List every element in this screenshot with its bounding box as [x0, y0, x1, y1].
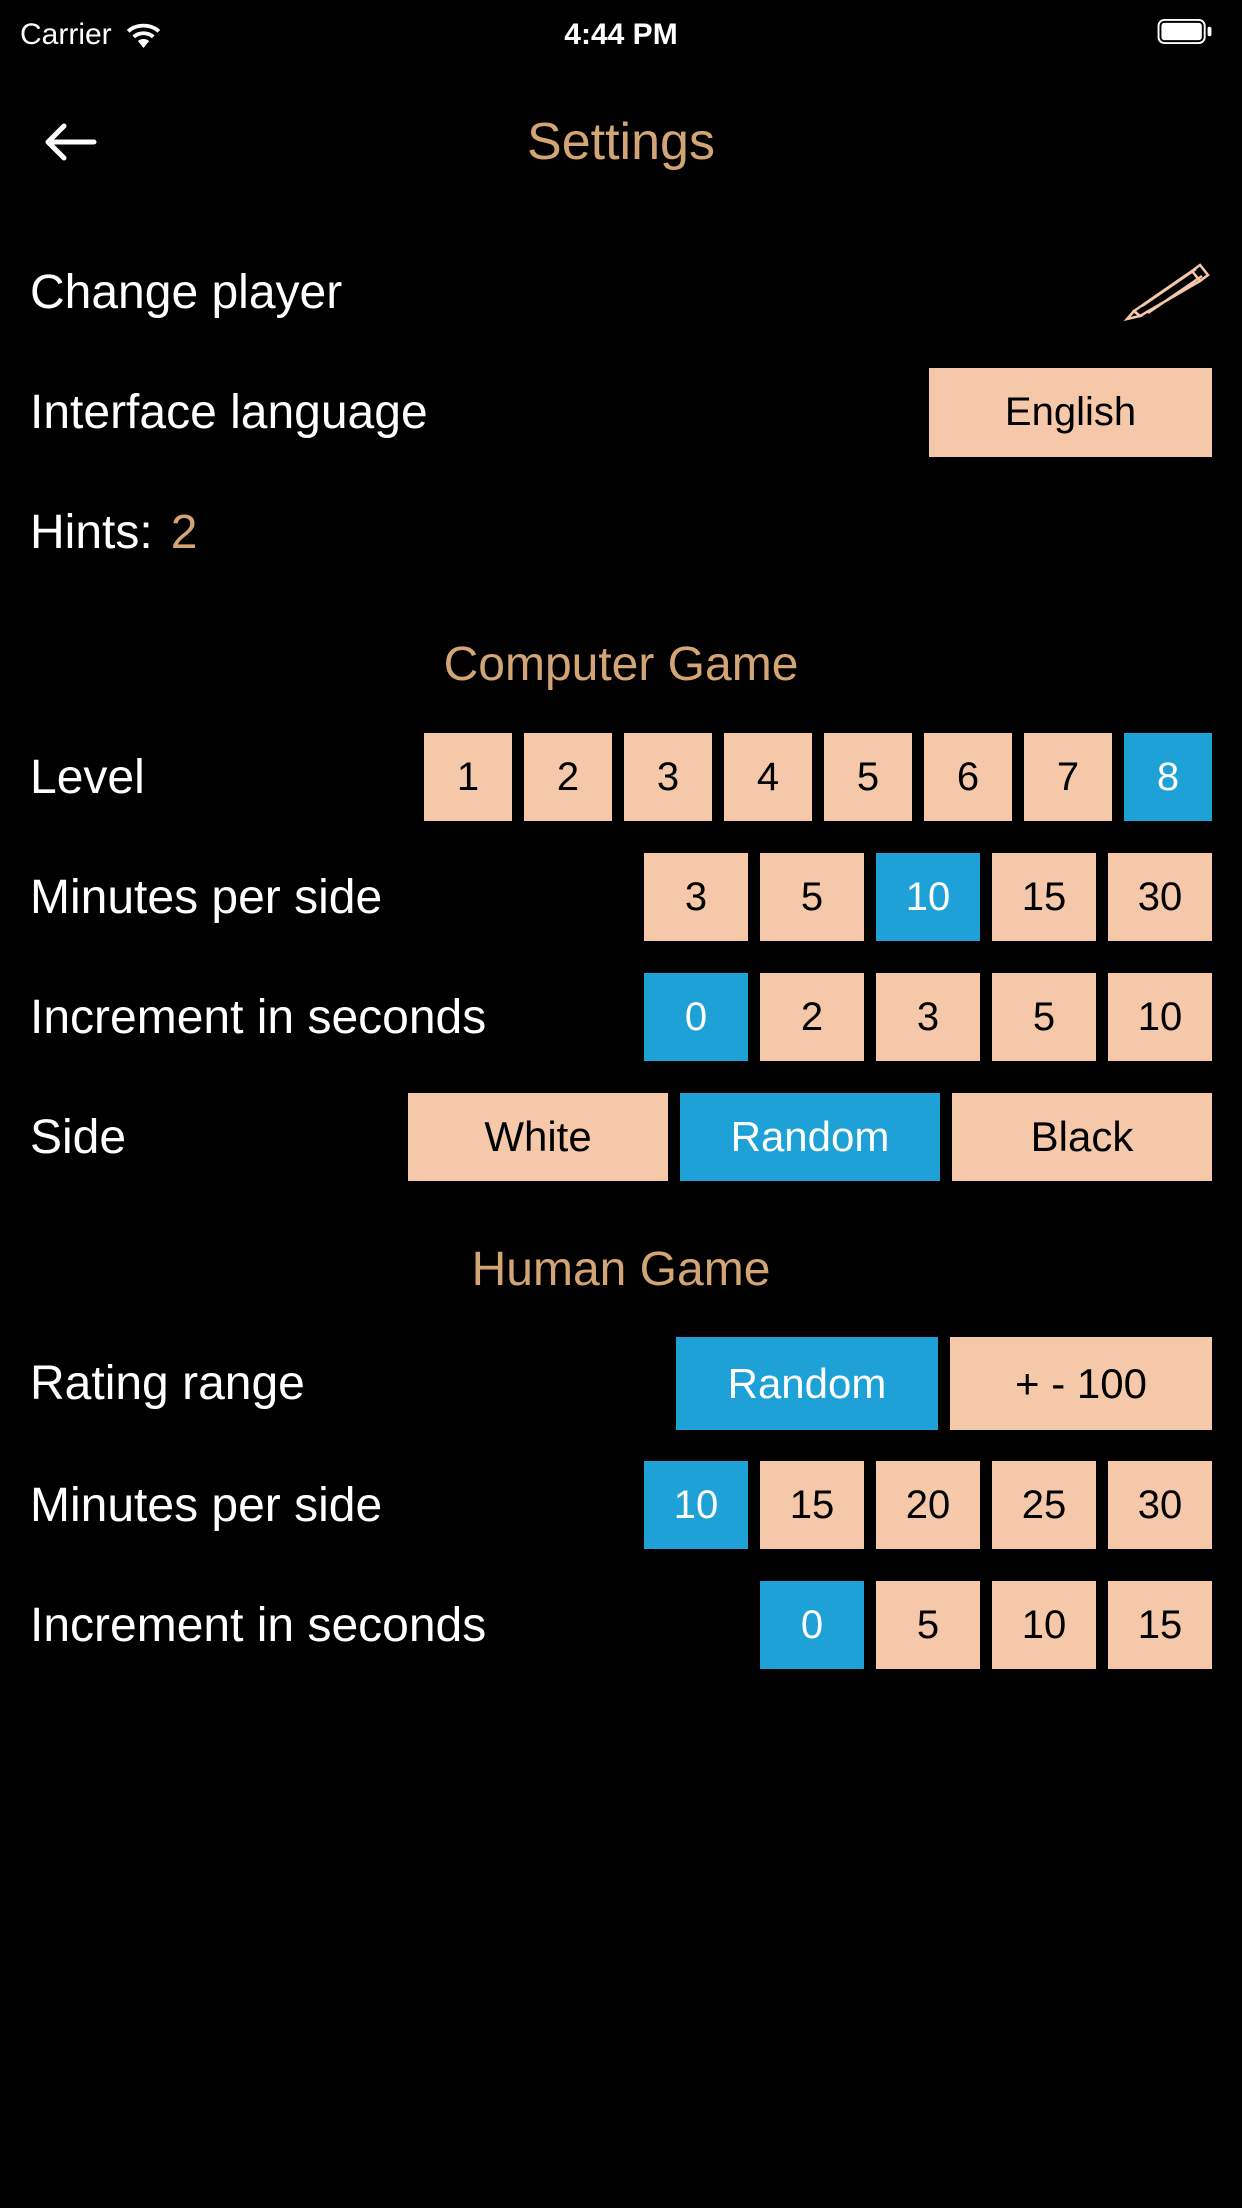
cg-minutes-option-15[interactable]: 15: [992, 853, 1096, 941]
hg-minutes-option-10[interactable]: 10: [644, 1461, 748, 1549]
level-option-4[interactable]: 4: [724, 733, 812, 821]
hg-minutes-option-15[interactable]: 15: [760, 1461, 864, 1549]
back-button[interactable]: [40, 112, 100, 172]
language-label: Interface language: [30, 385, 428, 440]
side-button-group: WhiteRandomBlack: [408, 1093, 1212, 1181]
level-option-7[interactable]: 7: [1024, 733, 1112, 821]
wifi-icon: [126, 23, 161, 48]
status-time: 4:44 PM: [564, 18, 677, 52]
status-left: Carrier: [20, 18, 161, 52]
rating-range-button-group: Random+ - 100: [676, 1337, 1212, 1430]
language-button[interactable]: English: [929, 368, 1212, 457]
side-option-random[interactable]: Random: [680, 1093, 940, 1181]
rating-range-label: Rating range: [30, 1356, 305, 1411]
hg-increment-option-15[interactable]: 15: [1108, 1581, 1212, 1669]
level-option-5[interactable]: 5: [824, 733, 912, 821]
status-bar: Carrier 4:44 PM: [0, 0, 1242, 62]
computer-game-title: Computer Game: [30, 592, 1212, 717]
cg-minutes-row: Minutes per side 35101530: [30, 837, 1212, 957]
level-button-group: 12345678: [424, 733, 1212, 821]
cg-increment-option-5[interactable]: 5: [992, 973, 1096, 1061]
status-right: [1157, 18, 1212, 52]
back-arrow-icon: [42, 118, 98, 166]
level-row: Level 12345678: [30, 717, 1212, 837]
hg-minutes-option-30[interactable]: 30: [1108, 1461, 1212, 1549]
level-option-8[interactable]: 8: [1124, 733, 1212, 821]
hg-minutes-row: Minutes per side 1015202530: [30, 1445, 1212, 1565]
hg-minutes-option-25[interactable]: 25: [992, 1461, 1096, 1549]
level-option-6[interactable]: 6: [924, 733, 1012, 821]
cg-minutes-option-3[interactable]: 3: [644, 853, 748, 941]
page-title: Settings: [527, 112, 715, 172]
cg-minutes-option-10[interactable]: 10: [876, 853, 980, 941]
header: Settings: [0, 62, 1242, 202]
side-option-black[interactable]: Black: [952, 1093, 1212, 1181]
content: Change player Interface language English…: [0, 202, 1242, 1685]
side-option-white[interactable]: White: [408, 1093, 668, 1181]
rating-range-row: Rating range Random+ - 100: [30, 1322, 1212, 1445]
cg-increment-label: Increment in seconds: [30, 990, 486, 1045]
level-label: Level: [30, 750, 145, 805]
change-player-label: Change player: [30, 265, 342, 320]
cg-increment-option-10[interactable]: 10: [1108, 973, 1212, 1061]
cg-minutes-option-5[interactable]: 5: [760, 853, 864, 941]
hg-minutes-label: Minutes per side: [30, 1478, 382, 1533]
level-option-3[interactable]: 3: [624, 733, 712, 821]
hints-value: 2: [171, 505, 198, 560]
rating-option-random[interactable]: Random: [676, 1337, 938, 1430]
cg-increment-row: Increment in seconds 023510: [30, 957, 1212, 1077]
hg-increment-label: Increment in seconds: [30, 1598, 486, 1653]
level-option-2[interactable]: 2: [524, 733, 612, 821]
cg-increment-option-3[interactable]: 3: [876, 973, 980, 1061]
side-label: Side: [30, 1110, 126, 1165]
change-player-row[interactable]: Change player: [30, 232, 1212, 352]
hg-minutes-button-group: 1015202530: [644, 1461, 1212, 1549]
cg-increment-button-group: 023510: [644, 973, 1212, 1061]
hints-label: Hints:: [30, 505, 153, 560]
cg-increment-option-0[interactable]: 0: [644, 973, 748, 1061]
side-row: Side WhiteRandomBlack: [30, 1077, 1212, 1197]
battery-icon: [1157, 19, 1212, 44]
hg-increment-option-5[interactable]: 5: [876, 1581, 980, 1669]
level-option-1[interactable]: 1: [424, 733, 512, 821]
hg-minutes-option-20[interactable]: 20: [876, 1461, 980, 1549]
cg-minutes-button-group: 35101530: [644, 853, 1212, 941]
carrier-label: Carrier: [20, 18, 112, 52]
cg-increment-option-2[interactable]: 2: [760, 973, 864, 1061]
rating-option--100[interactable]: + - 100: [950, 1337, 1212, 1430]
hg-increment-option-10[interactable]: 10: [992, 1581, 1096, 1669]
human-game-title: Human Game: [30, 1197, 1212, 1322]
hg-increment-option-0[interactable]: 0: [760, 1581, 864, 1669]
cg-minutes-option-30[interactable]: 30: [1108, 853, 1212, 941]
language-row: Interface language English: [30, 352, 1212, 472]
hg-increment-row: Increment in seconds 051015: [30, 1565, 1212, 1685]
hg-increment-button-group: 051015: [760, 1581, 1212, 1669]
hints-row: Hints: 2: [30, 472, 1212, 592]
pencil-icon[interactable]: [1122, 261, 1212, 323]
cg-minutes-label: Minutes per side: [30, 870, 382, 925]
